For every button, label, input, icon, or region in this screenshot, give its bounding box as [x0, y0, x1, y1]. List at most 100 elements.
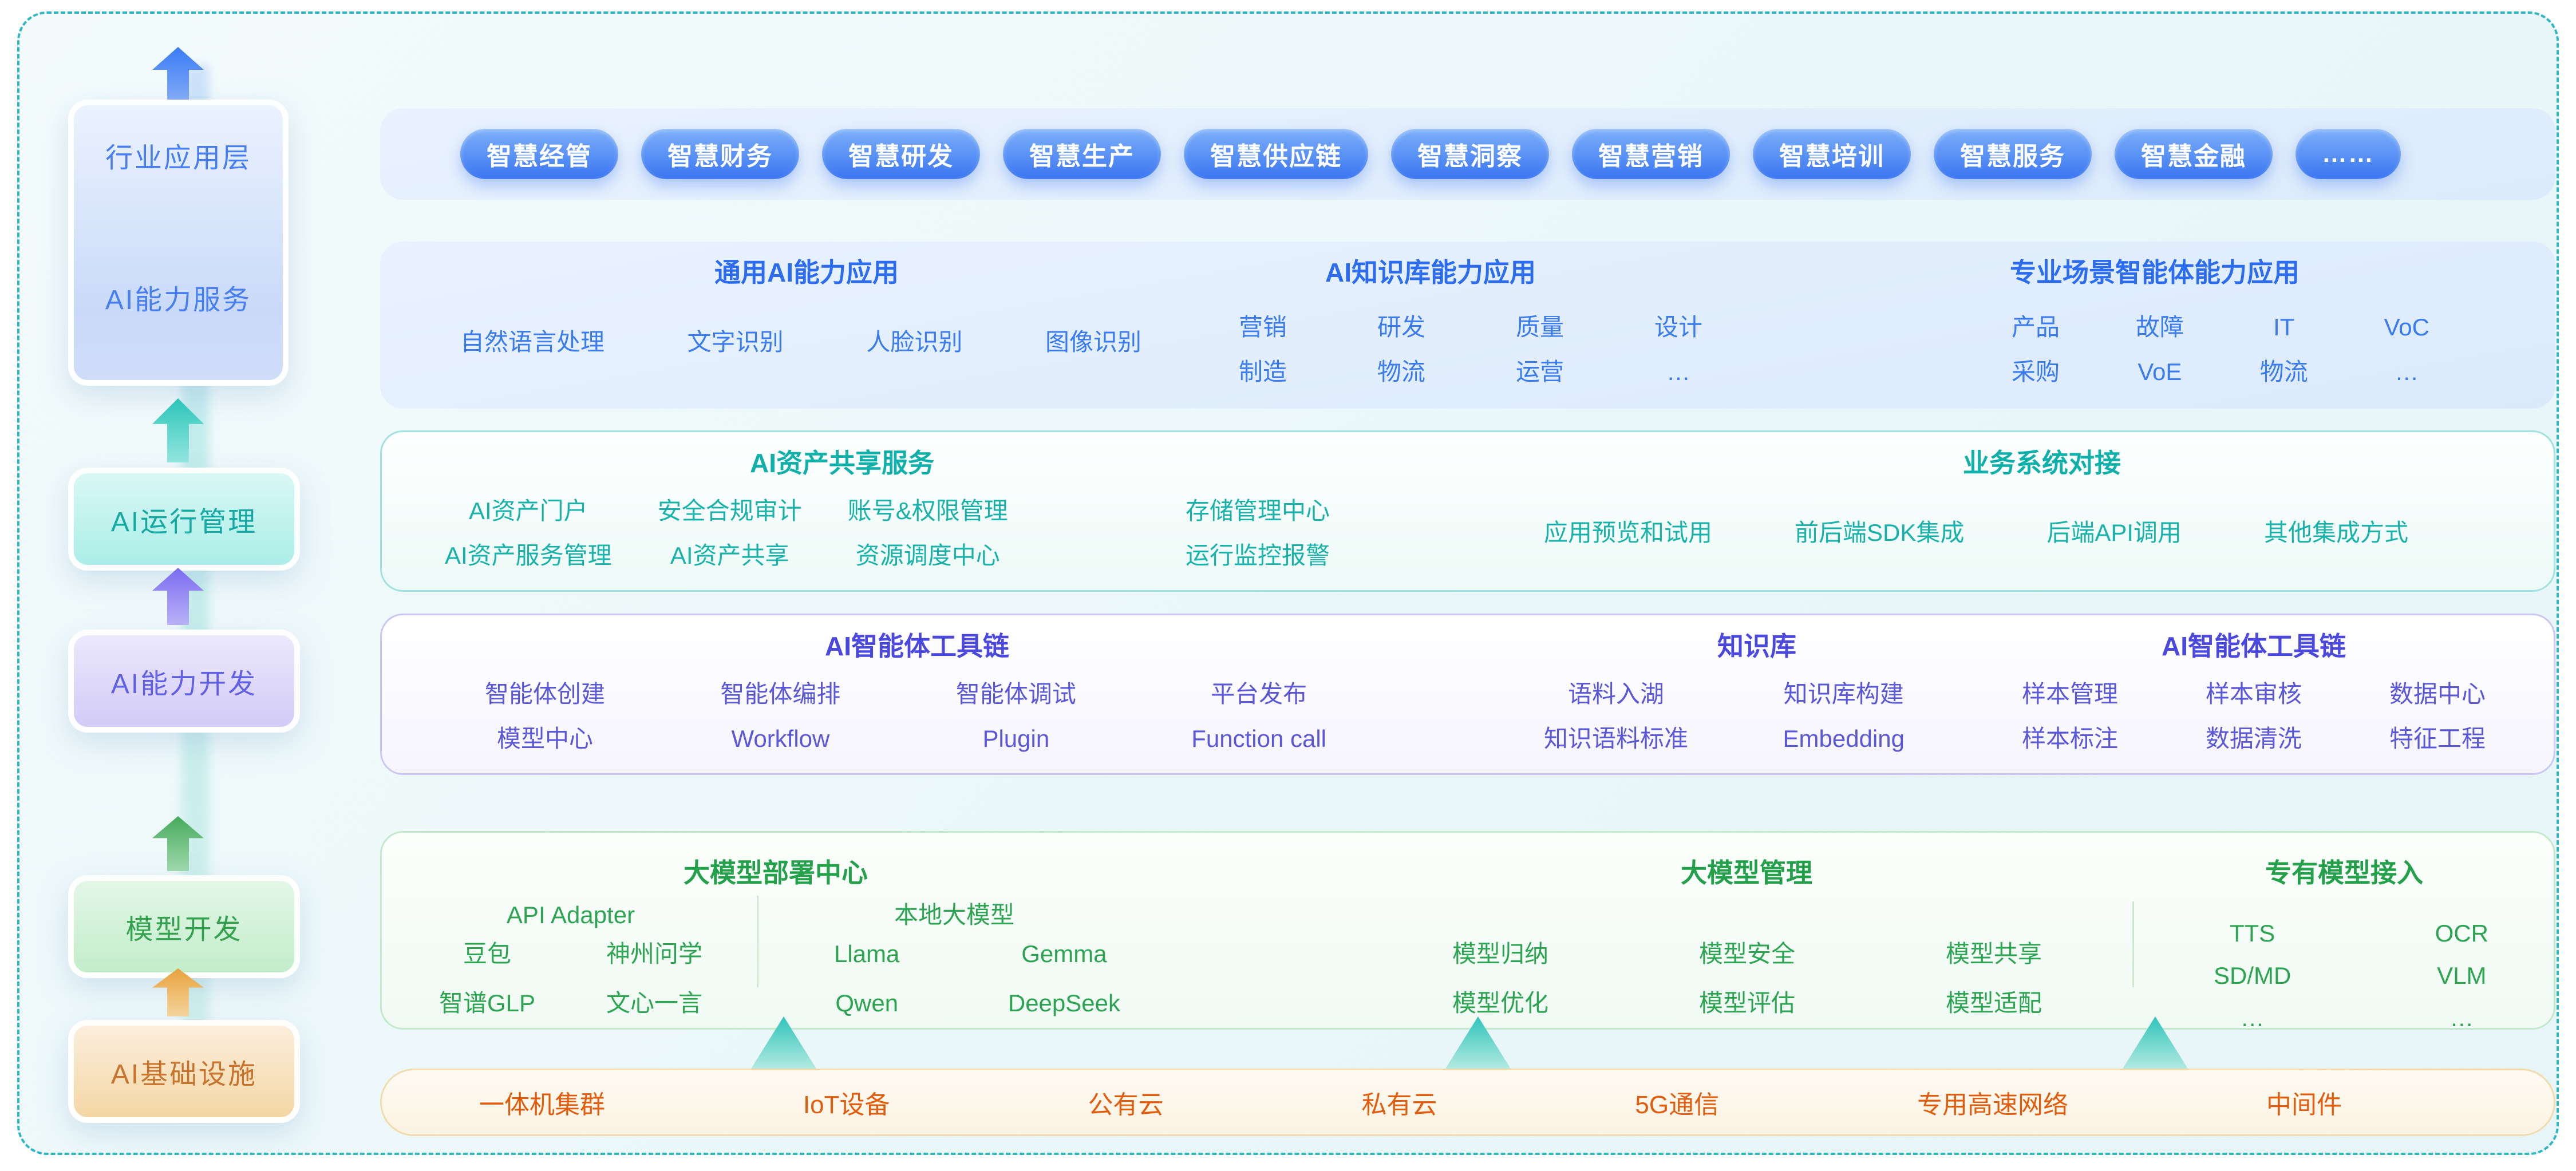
app-pill-more: ……	[2296, 129, 2401, 179]
capability-item: 图像识别	[1045, 329, 1141, 355]
item-column: 研发 物流	[1377, 314, 1425, 385]
knowledge-base-items: 语料入湖 知识语料标准 知识库构建 Embedding	[1544, 679, 1905, 754]
knowledge-ai-items: 营销 制造 研发 物流 质量 运营 设计…	[1239, 312, 1702, 387]
layer-box-industry-application: 行业应用层 AI能力服务	[68, 100, 289, 386]
ai-capability-card: 通用AI能力应用 自然语言处理 文字识别 人脸识别 图像识别 AI知识库能力应用…	[380, 242, 2555, 409]
section-title-general-ai: 通用AI能力应用	[714, 258, 899, 287]
item-column: 故障 VoE	[2135, 314, 2184, 385]
app-pill-row: 智慧经管 智慧财务 智慧研发 智慧生产 智慧供应链 智慧洞察 智慧营销 智慧培训…	[380, 108, 2555, 200]
infra-item: 专用高速网络	[1917, 1091, 2069, 1119]
item-column: 样本管理 样本标注	[2022, 681, 2119, 752]
model-manage-items: 模型归纳 模型优化 模型安全 模型评估 模型共享 模型适配	[1452, 939, 2042, 1018]
app-pill: 智慧研发	[822, 129, 980, 179]
app-pill: 智慧财务	[641, 129, 799, 179]
item-column: 豆包 智谱GLP	[439, 940, 536, 1016]
app-pill: 智慧金融	[2115, 129, 2273, 179]
app-pill: 智慧供应链	[1184, 129, 1368, 179]
capability-item: 自然语言处理	[460, 329, 605, 355]
section-title-knowledge-ai: AI知识库能力应用	[1325, 258, 1536, 287]
item-column: Llama Qwen	[834, 940, 900, 1016]
section-title-data-toolchain: AI智能体工具链	[2162, 631, 2346, 661]
local-model-items: Llama Qwen Gemma DeepSeek	[834, 939, 1120, 1018]
layer-label: 模型开发	[125, 915, 243, 945]
item-column: 产品 采购	[2012, 314, 2060, 385]
item-column: 营销 制造	[1239, 314, 1287, 385]
vertical-divider	[2132, 901, 2134, 987]
infra-item: IoT设备	[803, 1091, 890, 1119]
layer-label: AI能力开发	[110, 669, 258, 699]
item-column: 模型安全 模型评估	[1698, 940, 1795, 1016]
layer-box-ai-infrastructure: AI基础设施	[68, 1020, 300, 1123]
section-title-scene-agent: 专业场景智能体能力应用	[2010, 258, 2300, 287]
item-column: 智能体编排 Workflow	[720, 681, 841, 752]
item-column: 安全合规审计 AI资产共享	[657, 497, 802, 569]
infra-item: 一体机集群	[479, 1091, 605, 1119]
item-column: 平台发布 Function call	[1191, 681, 1326, 752]
item-column: 账号&权限管理 资源调度中心	[847, 497, 1008, 569]
item-column: TTS SD/MD…	[2214, 920, 2291, 1031]
item-column: 智能体创建 模型中心	[485, 681, 606, 752]
integration-item: 其他集成方式	[2263, 519, 2408, 546]
outer-dashed-frame: 行业应用层 AI能力服务 AI运行管理 AI能力开发 模型开发 AI基础设施 智…	[17, 11, 2559, 1155]
ai-toolchain-card: AI智能体工具链 智能体创建 模型中心 智能体编排 Workflow 智能体调试 Pl…	[380, 614, 2555, 775]
item-column: VoC…	[2384, 314, 2429, 385]
item-column: 数据中心 特征工程	[2389, 681, 2486, 752]
subsection-title-api-adapter: API Adapter	[506, 901, 635, 928]
integration-item: 应用预览和试用	[1544, 519, 1713, 546]
section-title-asset-share: AI资产共享服务	[750, 448, 934, 478]
proprietary-model-items: TTS SD/MD… OCR VLM…	[2214, 919, 2488, 1033]
item-column: IT 物流	[2259, 314, 2308, 385]
item-column: 知识库构建 Embedding	[1783, 681, 1905, 752]
capability-item: 文字识别	[687, 329, 784, 355]
infra-item: 私有云	[1361, 1091, 1437, 1119]
general-ai-items: 自然语言处理 文字识别 人脸识别 图像识别	[460, 327, 1141, 357]
layer-label: AI运行管理	[110, 507, 258, 537]
item-column: 语料入湖 知识语料标准	[1544, 681, 1689, 752]
agent-toolchain-items: 智能体创建 模型中心 智能体编排 Workflow 智能体调试 Plugin 平台发布…	[485, 679, 1326, 754]
app-pill: 智慧经管	[460, 129, 618, 179]
item-column: 设计…	[1654, 314, 1702, 385]
item-column: 质量 运营	[1515, 314, 1564, 385]
scene-agent-items: 产品 采购 故障 VoE IT 物流 VoC…	[2012, 312, 2429, 387]
data-toolchain-items: 样本管理 样本标注 样本审核 数据清洗 数据中心 特征工程	[2022, 679, 2486, 754]
integration-item: 后端API调用	[2046, 519, 2182, 546]
item-column: 神州问学 文心一言	[606, 940, 702, 1016]
integration-items: 应用预览和试用 前后端SDK集成 后端API调用 其他集成方式	[1532, 518, 2477, 548]
capability-item: 人脸识别	[866, 329, 963, 355]
infra-item: 中间件	[2266, 1091, 2342, 1119]
item-column: 模型归纳 模型优化	[1452, 940, 1549, 1016]
vertical-divider	[757, 896, 758, 987]
layer-box-ai-development: AI能力开发	[68, 630, 300, 733]
app-pill: 智慧培训	[1753, 129, 1911, 179]
section-title-agent-toolchain: AI智能体工具链	[825, 631, 1009, 661]
infra-item: 5G通信	[1635, 1091, 1720, 1119]
section-title-knowledge-base: 知识库	[1717, 631, 1796, 661]
item-column: 模型共享 模型适配	[1945, 940, 2042, 1016]
section-title-model-manage: 大模型管理	[1681, 858, 1812, 888]
layer-label: AI能力服务	[105, 285, 252, 315]
item-column: 智能体调试 Plugin	[955, 681, 1076, 752]
app-pill: 智慧营销	[1572, 129, 1730, 179]
subsection-title-local-models: 本地大模型	[894, 901, 1014, 928]
api-adapter-items: 豆包 智谱GLP 神州问学 文心一言	[439, 939, 702, 1018]
app-pill: 智慧生产	[1003, 129, 1161, 179]
layer-box-model-development: 模型开发	[68, 875, 300, 978]
infrastructure-bar: 一体机集群 IoT设备 公有云 私有云 5G通信 专用高速网络 中间件	[380, 1069, 2555, 1136]
app-pill: 智慧服务	[1934, 129, 2092, 179]
item-column: 存储管理中心 运行监控报警	[1186, 497, 1330, 569]
app-pill: 智慧洞察	[1391, 129, 1549, 179]
item-column: OCR VLM…	[2435, 920, 2488, 1031]
section-title-integration: 业务系统对接	[1963, 448, 2121, 478]
item-column: AI资产门户 AI资产服务管理	[445, 497, 612, 569]
item-column: 样本审核 数据清洗	[2205, 681, 2302, 752]
industry-apps-card: 智慧经管 智慧财务 智慧研发 智慧生产 智慧供应链 智慧洞察 智慧营销 智慧培训…	[380, 108, 2555, 200]
infra-item: 公有云	[1088, 1091, 1164, 1119]
section-title-model-access: 专有模型接入	[2265, 858, 2423, 888]
layer-label: 行业应用层	[105, 143, 251, 173]
integration-item: 前后端SDK集成	[1794, 519, 1965, 546]
asset-share-items: 存储管理中心 运行监控报警	[1186, 496, 1330, 571]
asset-share-items: AI资产门户 AI资产服务管理 安全合规审计 AI资产共享 账号&权限管理 资源调度中…	[445, 496, 1008, 571]
item-column: Gemma DeepSeek	[1008, 940, 1120, 1016]
layer-box-ai-operation: AI运行管理	[68, 468, 300, 571]
layer-label: AI基础设施	[110, 1059, 258, 1090]
